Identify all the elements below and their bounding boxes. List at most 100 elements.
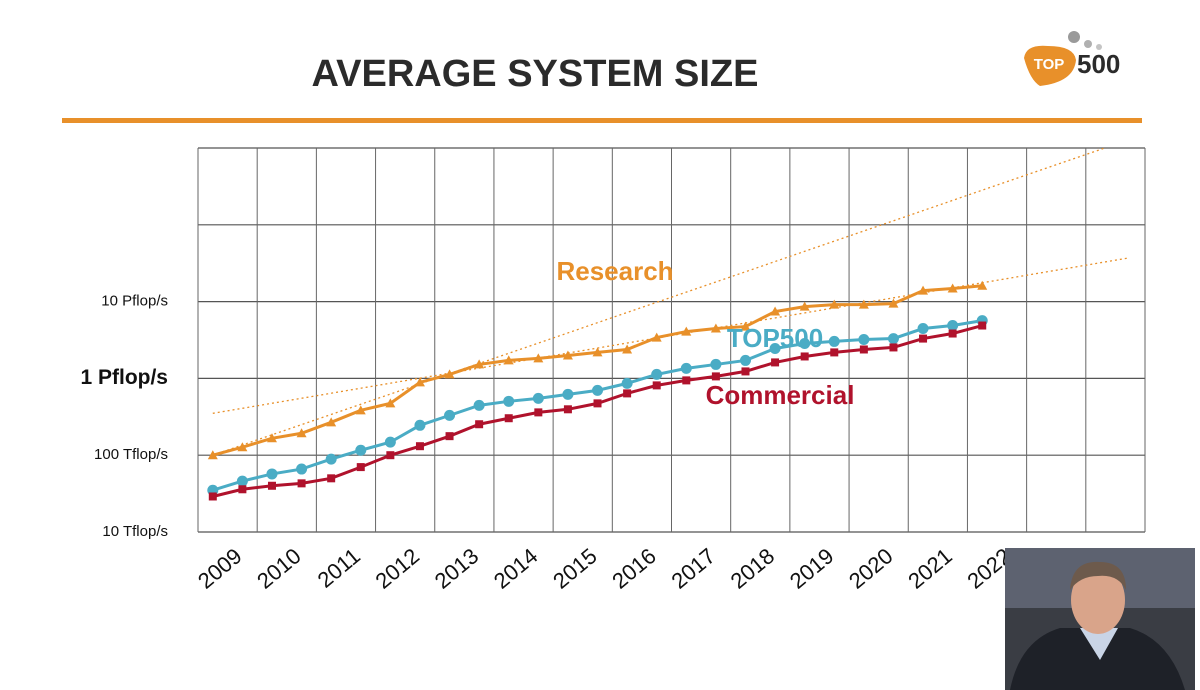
data-point (948, 329, 957, 338)
data-point (651, 368, 663, 380)
data-point (887, 333, 899, 345)
data-point (475, 420, 484, 429)
logo-text: TOP (1034, 56, 1065, 73)
logo-dot (1068, 31, 1080, 43)
data-point (266, 468, 278, 480)
data-point (414, 419, 426, 431)
data-point (889, 343, 898, 352)
data-point (444, 369, 455, 379)
data-point (532, 392, 544, 404)
data-point (800, 352, 809, 361)
data-point (503, 395, 515, 407)
data-point (327, 474, 336, 483)
data-point (415, 442, 424, 451)
data-point (710, 323, 721, 333)
data-point (829, 299, 840, 309)
data-point (769, 343, 781, 355)
data-point (918, 285, 929, 295)
data-point (977, 280, 988, 290)
logo-text: 500 (1077, 49, 1120, 79)
data-point (236, 475, 248, 487)
data-point (770, 306, 781, 316)
data-point (296, 463, 308, 475)
data-point (355, 405, 366, 415)
data-point (355, 444, 367, 456)
data-point (503, 355, 514, 365)
data-point (799, 301, 810, 311)
logo: TOP 500 (1024, 31, 1120, 86)
data-point (266, 433, 277, 443)
y-tick-label: 1 Pflop/s (80, 366, 168, 389)
presenter-body (1010, 628, 1185, 690)
data-point (533, 353, 544, 363)
data-point (828, 335, 840, 347)
data-point (741, 367, 750, 376)
data-point (592, 384, 604, 396)
data-point (830, 348, 839, 357)
data-point (237, 442, 248, 452)
data-point (414, 377, 425, 387)
data-point (651, 332, 662, 342)
logo-dot (1096, 44, 1102, 50)
data-point (919, 334, 928, 343)
data-point (267, 481, 276, 490)
data-point (917, 323, 929, 335)
data-point (947, 320, 959, 332)
series-label: TOP500 (727, 323, 823, 353)
chart-title: AVERAGE SYSTEM SIZE (312, 53, 759, 95)
data-point (710, 358, 722, 370)
presenter-hair (1070, 561, 1126, 590)
title-rule (62, 118, 1142, 123)
data-point (739, 354, 751, 366)
data-point (562, 388, 574, 400)
presenter-face (1071, 566, 1125, 634)
data-point (325, 453, 337, 465)
data-point (682, 376, 691, 385)
data-point (711, 372, 720, 381)
data-point (622, 344, 633, 354)
data-point (208, 492, 217, 501)
y-tick-label: 100 Tflop/s (94, 446, 168, 463)
data-point (504, 414, 513, 423)
data-point (888, 298, 899, 308)
data-point (680, 362, 692, 374)
data-point (445, 432, 454, 441)
data-point (799, 337, 811, 349)
data-point (593, 399, 602, 408)
y-tick-label: 10 Pflop/s (101, 293, 168, 310)
data-point (444, 409, 456, 421)
data-point (681, 326, 692, 336)
data-point (534, 408, 543, 417)
data-point (238, 485, 247, 494)
data-point (947, 283, 958, 293)
data-point (592, 347, 603, 357)
presenter-video (1005, 548, 1195, 690)
data-point (563, 405, 572, 414)
data-point (296, 428, 307, 438)
data-point (473, 399, 485, 411)
data-point (562, 350, 573, 360)
data-point (385, 398, 396, 408)
series-label: Commercial (706, 380, 855, 410)
data-point (771, 358, 780, 367)
data-point (858, 334, 870, 346)
data-point (326, 417, 337, 427)
logo-dot (1084, 40, 1092, 48)
data-point (859, 345, 868, 354)
data-point (858, 299, 869, 309)
logo-shape (1024, 45, 1076, 86)
trendline (212, 147, 1105, 456)
data-point (978, 321, 987, 330)
data-point (386, 451, 395, 460)
data-point (621, 377, 633, 389)
presenter-shirt (1080, 628, 1118, 660)
data-point (652, 381, 661, 390)
series-label: Research (556, 256, 673, 286)
data-point (297, 479, 306, 488)
data-point (356, 463, 365, 472)
data-point (474, 359, 485, 369)
data-point (207, 450, 218, 460)
data-point (740, 321, 751, 331)
data-point (384, 436, 396, 448)
